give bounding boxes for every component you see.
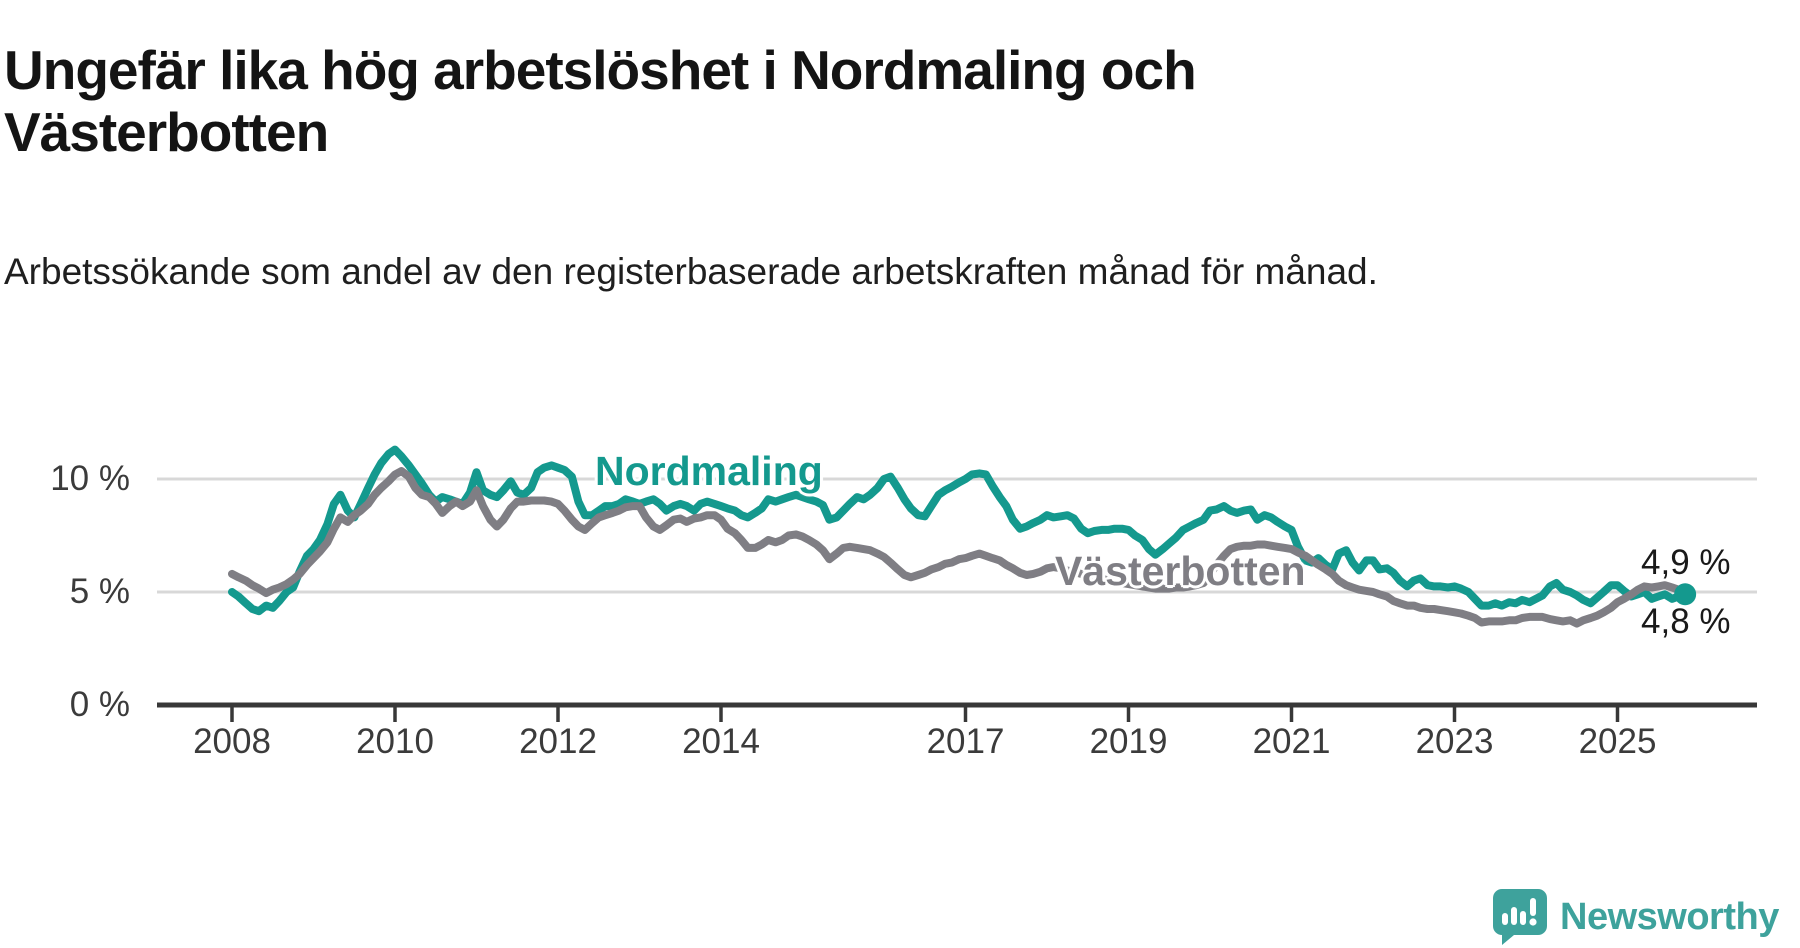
x-tick-label: 2012 bbox=[519, 722, 597, 761]
newsworthy-logo-icon bbox=[1493, 889, 1547, 945]
y-tick-label: 5 % bbox=[69, 572, 130, 611]
x-axis bbox=[157, 702, 1757, 722]
series-label-nordmaling: Nordmaling bbox=[595, 448, 823, 494]
x-tick-label: 2025 bbox=[1578, 722, 1657, 761]
x-tick-label: 2021 bbox=[1252, 722, 1331, 761]
line-nordmaling bbox=[228, 445, 1690, 616]
newsworthy-logo-text: Newsworthy bbox=[1560, 895, 1779, 938]
x-tick-label: 2023 bbox=[1415, 722, 1494, 761]
page-subtitle: Arbetssökande som andel av den registerb… bbox=[4, 251, 1378, 292]
series-label-vasterbotten: Västerbotten bbox=[1055, 548, 1306, 594]
x-tick-label: 2014 bbox=[682, 722, 760, 761]
line-vasterbotten bbox=[228, 467, 1690, 628]
end-value-label-nordmaling: 4,9 % bbox=[1641, 543, 1731, 582]
gridlines bbox=[157, 477, 1757, 594]
y-tick-label: 0 % bbox=[69, 685, 130, 724]
series-lines bbox=[228, 445, 1697, 628]
x-tick-label: 2019 bbox=[1089, 722, 1168, 761]
page-title: Ungefär lika hög arbetslöshet i Nordmali… bbox=[4, 38, 1197, 163]
newsworthy-logo: Newsworthy bbox=[1492, 888, 1779, 946]
end-value-label-vasterbotten: 4,8 % bbox=[1641, 602, 1731, 641]
endpoint-dot bbox=[1674, 583, 1697, 606]
x-tick-label: 2017 bbox=[926, 722, 1005, 761]
x-tick-label: 2008 bbox=[193, 722, 271, 761]
y-tick-label: 10 % bbox=[50, 459, 130, 498]
x-tick-label: 2010 bbox=[356, 722, 434, 761]
